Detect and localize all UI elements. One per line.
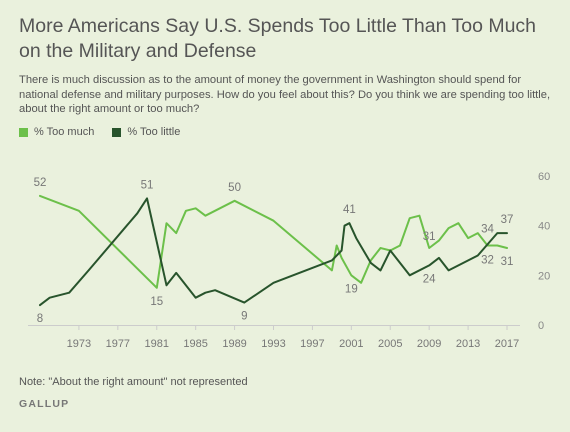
x-tick-label: 1985 [183,338,207,350]
data-label: 34 [481,224,494,236]
y-tick-label: 40 [538,221,550,233]
data-label: 19 [345,283,358,295]
x-tick-label: 1993 [261,338,285,350]
x-tick-label: 2005 [378,338,402,350]
legend: % Too much % Too little [19,126,198,138]
x-tick-label: 2009 [417,338,441,350]
x-tick-label: 1977 [106,338,130,350]
legend-item-too-little: % Too little [112,126,180,138]
data-label: 37 [501,214,514,226]
data-label: 51 [141,179,154,191]
data-label: 9 [241,311,247,323]
y-tick-label: 20 [538,270,550,282]
x-tick-label: 2013 [456,338,480,350]
data-label: 52 [34,177,47,189]
x-tick-label: 2001 [339,338,363,350]
data-label: 32 [481,255,494,267]
legend-label-too-little: % Too little [127,126,181,138]
x-tick-label: 1997 [300,338,324,350]
source-logo: GALLUP [19,398,70,410]
x-tick-label: 1981 [145,338,169,350]
legend-item-too-much: % Too much [19,126,94,138]
x-tick-label: 2017 [495,338,519,350]
legend-swatch-too-little [112,127,122,137]
data-label: 24 [423,273,436,285]
chart-title: More Americans Say U.S. Spends Too Littl… [19,15,537,62]
x-tick-label: 1973 [67,338,91,350]
series-line-too-little [39,197,508,307]
series-line-too-much [39,194,508,289]
legend-swatch-too-much [19,127,28,137]
survey-question: There is much discussion as to the amoun… [19,74,551,115]
y-tick-label: 60 [538,171,550,183]
chart-note: Note: "About the right amount" not repre… [19,376,248,388]
data-label: 8 [37,313,43,325]
legend-label-too-much: % Too much [34,126,95,138]
data-label: 31 [423,231,436,243]
y-tick-label: 0 [538,320,544,332]
x-tick-label: 1989 [222,338,246,350]
data-label: 50 [228,182,241,194]
data-label: 15 [150,296,163,308]
data-label: 41 [343,204,356,216]
data-label: 31 [501,256,514,268]
